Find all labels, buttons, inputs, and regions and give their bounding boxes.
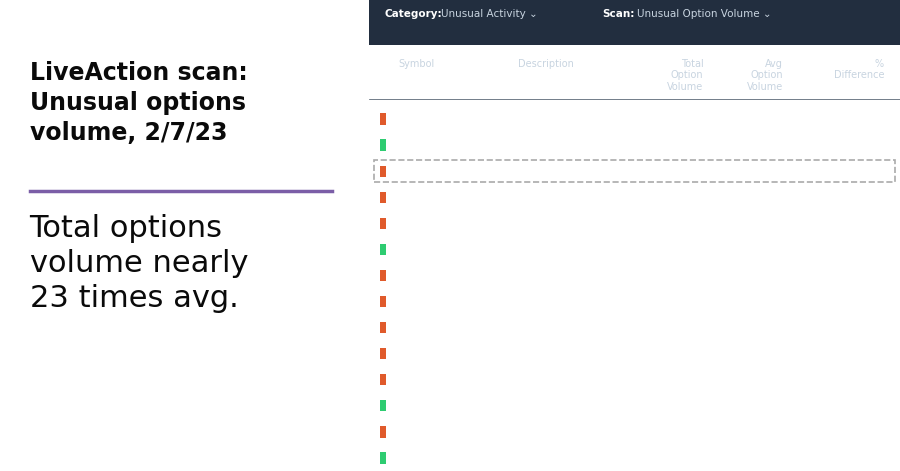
Text: 44169: 44169: [672, 114, 704, 124]
Text: VOYA FINANCIAL INC COM: VOYA FINANCIAL INC COM: [531, 219, 651, 228]
Text: Scan:: Scan:: [603, 9, 635, 19]
Text: 5184.15%: 5184.15%: [833, 114, 884, 124]
Text: 1234.43%: 1234.43%: [833, 244, 884, 254]
Text: Avg
Option
Volume: Avg Option Volume: [747, 59, 783, 92]
Text: 814.33%: 814.33%: [840, 349, 884, 359]
Text: GETY: GETY: [398, 140, 424, 150]
Text: SPB: SPB: [398, 453, 418, 463]
Text: 2062: 2062: [679, 297, 704, 307]
Text: 19728: 19728: [671, 192, 704, 202]
FancyBboxPatch shape: [380, 400, 386, 412]
FancyBboxPatch shape: [380, 114, 386, 125]
FancyBboxPatch shape: [369, 0, 900, 45]
Text: 721.09%: 721.09%: [840, 453, 884, 463]
Text: XP INC CL A: XP INC CL A: [596, 114, 651, 123]
FancyBboxPatch shape: [380, 270, 386, 281]
Text: 915: 915: [764, 453, 783, 463]
Text: 1936: 1936: [679, 375, 704, 385]
Text: AI: AI: [398, 166, 408, 176]
Text: ZI: ZI: [398, 401, 408, 411]
Text: OSH: OSH: [398, 244, 419, 254]
Text: 304: 304: [764, 218, 783, 228]
Text: 286: 286: [764, 140, 783, 150]
Text: 2262.15%: 2262.15%: [833, 166, 884, 176]
Text: 315: 315: [764, 270, 783, 280]
Text: VOYA: VOYA: [398, 218, 424, 228]
Text: 1823.29%: 1823.29%: [833, 192, 884, 202]
Text: 791.06%: 791.06%: [840, 401, 884, 411]
Text: 1082: 1082: [758, 192, 783, 202]
FancyBboxPatch shape: [380, 139, 386, 151]
FancyBboxPatch shape: [380, 426, 386, 438]
Text: CHGG: CHGG: [398, 192, 428, 202]
Text: OAK STR HEALTH INC COM: OAK STR HEALTH INC COM: [528, 245, 651, 254]
Text: 205: 205: [764, 297, 783, 307]
Text: C3 AI INC CL A: C3 AI INC CL A: [583, 167, 651, 176]
Text: ARAMARK COM: ARAMARK COM: [580, 271, 651, 280]
Text: ARMK: ARMK: [398, 270, 428, 280]
Text: 3275: 3275: [679, 270, 704, 280]
Text: 280: 280: [764, 427, 783, 437]
Text: GPRE: GPRE: [398, 349, 425, 359]
Text: AVANTOR INC COM: AVANTOR INC COM: [562, 297, 651, 306]
Text: Category:: Category:: [385, 9, 443, 19]
Text: OTIS: OTIS: [398, 375, 421, 385]
Text: 9382: 9382: [679, 401, 704, 411]
Text: Description: Description: [518, 59, 573, 69]
Text: 238: 238: [764, 375, 783, 385]
Text: Unusual Activity ⌄: Unusual Activity ⌄: [441, 9, 537, 19]
FancyBboxPatch shape: [380, 296, 386, 307]
Text: GETTY IMAGES HOLDING...: GETTY IMAGES HOLDING...: [527, 140, 651, 150]
Text: 3991: 3991: [679, 218, 704, 228]
Text: 1039.68%: 1039.68%: [833, 270, 884, 280]
Text: 1859: 1859: [758, 244, 783, 254]
Text: RAMBUS INC DEL COM: RAMBUS INC DEL COM: [547, 427, 651, 437]
FancyBboxPatch shape: [380, 452, 386, 463]
Text: 6598: 6598: [679, 453, 704, 463]
FancyBboxPatch shape: [380, 348, 386, 359]
Text: CHEGG INC COM: CHEGG INC COM: [573, 193, 651, 202]
FancyBboxPatch shape: [380, 218, 386, 229]
Text: 1312.83%: 1312.83%: [833, 218, 884, 228]
Text: 7046: 7046: [679, 140, 704, 150]
Text: 952.34%: 952.34%: [840, 323, 884, 333]
Text: LiveAction scan:
Unusual options
volume, 2/7/23: LiveAction scan: Unusual options volume,…: [30, 61, 248, 145]
Text: GREEN PLAINS INC COM: GREEN PLAINS INC COM: [539, 349, 651, 358]
Text: 1005.85%: 1005.85%: [833, 297, 884, 307]
Text: 22948: 22948: [672, 244, 704, 254]
Text: IONQ INC COM: IONQ INC COM: [583, 323, 651, 332]
FancyBboxPatch shape: [380, 192, 386, 203]
FancyBboxPatch shape: [380, 165, 386, 177]
Text: Symbol: Symbol: [398, 59, 435, 69]
Text: IONQ: IONQ: [398, 323, 424, 333]
Text: Total options
volume nearly
23 times avg.: Total options volume nearly 23 times avg…: [30, 214, 248, 313]
Text: 328: 328: [764, 349, 783, 359]
Text: Unusual Option Volume ⌄: Unusual Option Volume ⌄: [637, 9, 772, 19]
Text: 2180: 2180: [679, 427, 704, 437]
FancyBboxPatch shape: [380, 322, 386, 333]
FancyBboxPatch shape: [380, 374, 386, 385]
Text: 2671: 2671: [678, 349, 704, 359]
Text: 778.57%: 778.57%: [840, 427, 884, 437]
Text: 74538: 74538: [672, 166, 704, 176]
Text: ZOOMINFO TECHNOLOGI...: ZOOMINFO TECHNOLOGI...: [527, 401, 651, 410]
Text: 813.45%: 813.45%: [840, 375, 884, 385]
Text: SPECTRUM BRANDS HLD...: SPECTRUM BRANDS HLD...: [528, 454, 651, 463]
Text: 1186: 1186: [758, 401, 783, 411]
Text: Total
Option
Volume: Total Option Volume: [667, 59, 704, 92]
Text: RMBS: RMBS: [398, 427, 427, 437]
Text: 491: 491: [764, 323, 783, 333]
Text: OTIS WORLDWIDE CORP ...: OTIS WORLDWIDE CORP ...: [526, 375, 651, 384]
Text: 2463.64%: 2463.64%: [833, 140, 884, 150]
Text: 3295: 3295: [758, 166, 783, 176]
FancyBboxPatch shape: [380, 244, 386, 255]
Text: 852: 852: [764, 114, 783, 124]
Text: 4676: 4676: [679, 323, 704, 333]
Text: XP: XP: [398, 114, 411, 124]
Text: %
Difference: % Difference: [833, 59, 884, 81]
Text: AVTR: AVTR: [398, 297, 424, 307]
